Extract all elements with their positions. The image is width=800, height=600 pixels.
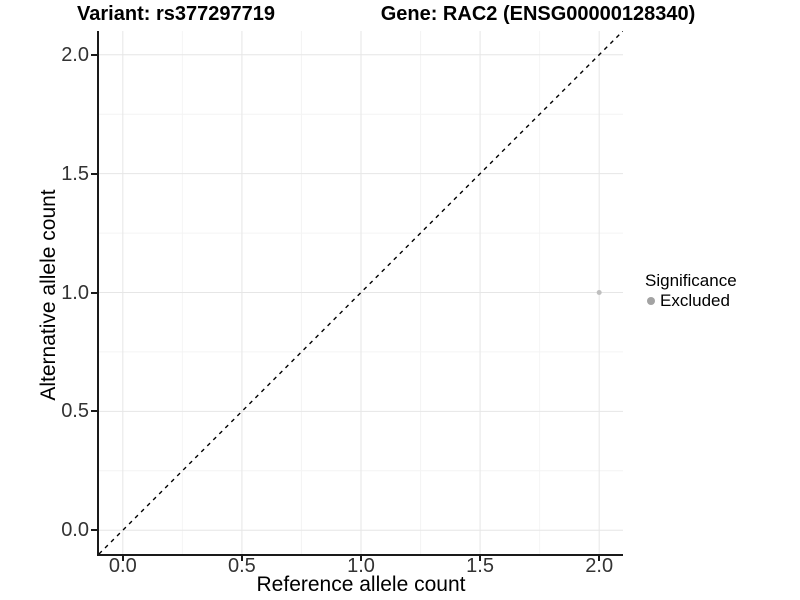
x-axis-title: Reference allele count xyxy=(256,573,466,596)
x-tick-label: 1.5 xyxy=(466,555,494,577)
y-tick-label: 0.0 xyxy=(61,519,89,542)
y-tick-label: 0.5 xyxy=(61,400,89,423)
x-tick-mark xyxy=(360,556,362,561)
x-tick-mark xyxy=(479,556,482,561)
x-tick-mark xyxy=(240,556,243,561)
y-tick-mark xyxy=(91,410,97,413)
plot-panel xyxy=(97,31,623,556)
x-tick-mark xyxy=(121,556,124,561)
legend: Significance Excluded xyxy=(645,271,737,311)
y-tick-label: 1.0 xyxy=(61,281,89,304)
y-tick-mark xyxy=(91,529,97,532)
y-tick-mark xyxy=(91,172,97,175)
legend-title: Significance xyxy=(645,271,737,290)
y-tick-mark xyxy=(91,291,97,294)
y-tick-mark xyxy=(91,53,97,56)
x-tick-label: 2.0 xyxy=(585,555,614,577)
legend-item-label: Excluded xyxy=(660,291,730,310)
x-tick-mark xyxy=(598,556,601,561)
x-tick-label: 0.0 xyxy=(108,555,137,577)
y-tick-label: 1.5 xyxy=(61,162,89,185)
x-tick-label: 1.0 xyxy=(347,555,375,577)
y-tick-label: 2.0 xyxy=(61,43,89,66)
legend-key xyxy=(645,297,660,305)
plot-canvas xyxy=(99,31,623,554)
legend-key-dot-icon xyxy=(647,297,655,305)
legend-item-excluded: Excluded xyxy=(645,291,737,311)
gene-title: Gene: RAC2 (ENSG00000128340) xyxy=(380,3,696,25)
data-point-excluded xyxy=(596,290,602,295)
x-tick-label: 0.5 xyxy=(228,555,256,577)
variant-title: Variant: rs377297719 xyxy=(77,3,275,25)
